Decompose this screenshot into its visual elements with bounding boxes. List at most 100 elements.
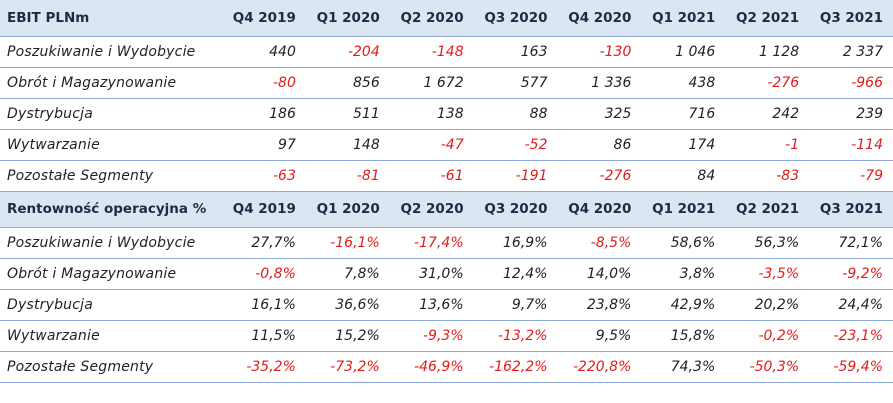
cell-value: 163 [473,36,558,68]
cell-value: -79 [809,160,893,192]
cell-value: -276 [725,67,810,99]
row-label: Wytwarzanie [0,320,222,352]
cell-value: -0,2% [725,320,810,352]
cell-value: 325 [557,98,642,130]
column-header: Q4 2019 [222,0,306,37]
cell-value: -17,4% [389,227,474,259]
cell-value: 86 [557,129,642,161]
cell-value: -80 [222,67,306,99]
column-header: Q4 2019 [222,191,306,228]
cell-value: 16,9% [473,227,558,259]
cell-value: 174 [641,129,726,161]
cell-value: -220,8% [557,351,642,383]
table-row: Poszukiwanie i Wydobycie 27,7% -16,1% -17,4… [0,227,893,259]
row-label: Pozostałe Segmenty [0,160,222,192]
cell-value: -52 [473,129,558,161]
cell-value: -3,5% [725,258,810,290]
ebit-header-row: EBIT PLNm Q4 2019 Q1 2020 Q2 2020 Q3 2020 Q4 … [0,0,893,37]
column-header: Q3 2021 [809,191,893,228]
cell-value: -61 [389,160,474,192]
table-row: Dystrybucja 186 511 138 88 325 716 242 239 [0,98,893,130]
cell-value: -63 [222,160,306,192]
cell-value: -162,2% [473,351,558,383]
column-header: Q2 2021 [725,191,810,228]
column-header: Q3 2020 [473,191,558,228]
cell-value: -35,2% [222,351,306,383]
row-label: Poszukiwanie i Wydobycie [0,36,222,68]
cell-value: 438 [641,67,726,99]
cell-value: 27,7% [222,227,306,259]
cell-value: 12,4% [473,258,558,290]
cell-value: 511 [305,98,390,130]
cell-value: 42,9% [641,289,726,321]
column-header: Q2 2021 [725,0,810,37]
cell-value: -8,5% [557,227,642,259]
cell-value: -59,4% [809,351,893,383]
column-header: Q2 2020 [389,0,474,37]
column-header: Q1 2020 [305,0,390,37]
cell-value: 14,0% [557,258,642,290]
cell-value: -114 [809,129,893,161]
column-header: Q4 2020 [557,0,642,37]
cell-value: 1 336 [557,67,642,99]
table-row: Pozostałe Segmenty -63 -81 -61 -191 -276 84 -83… [0,160,893,192]
table-row: Dystrybucja 16,1% 36,6% 13,6% 9,7% 23,8% 42,9%… [0,289,893,321]
cell-value: -9,3% [389,320,474,352]
cell-value: -966 [809,67,893,99]
cell-value: 84 [641,160,726,192]
cell-value: 36,6% [305,289,390,321]
cell-value: 23,8% [557,289,642,321]
row-label: Wytwarzanie [0,129,222,161]
row-label: Obrót i Magazynowanie [0,67,222,99]
cell-value: 9,5% [557,320,642,352]
table-row: Poszukiwanie i Wydobycie 440 -204 -148 163 -1… [0,36,893,68]
table-row: Wytwarzanie 11,5% 15,2% -9,3% -13,2% 9,5% 15,8… [0,320,893,352]
cell-value: -9,2% [809,258,893,290]
cell-value: 856 [305,67,390,99]
cell-value: 74,3% [641,351,726,383]
cell-value: -13,2% [473,320,558,352]
cell-value: 15,2% [305,320,390,352]
cell-value: 7,8% [305,258,390,290]
cell-value: 239 [809,98,893,130]
cell-value: -276 [557,160,642,192]
table-row: Pozostałe Segmenty -35,2% -73,2% -46,9% -162… [0,351,893,383]
row-label: Dystrybucja [0,289,222,321]
cell-value: 88 [473,98,558,130]
cell-value: 1 046 [641,36,726,68]
cell-value: -130 [557,36,642,68]
table-row: Wytwarzanie 97 148 -47 -52 86 174 -1 -114 [0,129,893,161]
cell-value: 3,8% [641,258,726,290]
cell-value: -23,1% [809,320,893,352]
cell-value: -1 [725,129,810,161]
column-header: Q1 2020 [305,191,390,228]
cell-value: 1 672 [389,67,474,99]
column-header: Q4 2020 [557,191,642,228]
cell-value: -191 [473,160,558,192]
ebit-section-title: EBIT PLNm [0,0,222,37]
cell-value: -81 [305,160,390,192]
cell-value: 148 [305,129,390,161]
cell-value: 56,3% [725,227,810,259]
cell-value: -0,8% [222,258,306,290]
cell-value: -148 [389,36,474,68]
row-label: Obrót i Magazynowanie [0,258,222,290]
cell-value: -46,9% [389,351,474,383]
cell-value: 16,1% [222,289,306,321]
cell-value: 13,6% [389,289,474,321]
margin-section-title: Rentowność operacyjna % [0,191,222,228]
cell-value: 1 128 [725,36,810,68]
cell-value: -73,2% [305,351,390,383]
cell-value: -50,3% [725,351,810,383]
cell-value: 15,8% [641,320,726,352]
cell-value: 242 [725,98,810,130]
cell-value: 440 [222,36,306,68]
segment-results-table: EBIT PLNm Q4 2019 Q1 2020 Q2 2020 Q3 2020 Q4 … [0,0,893,383]
cell-value: 577 [473,67,558,99]
margin-header-row: Rentowność operacyjna % Q4 2019 Q1 2020 Q2 … [0,191,893,228]
cell-value: 58,6% [641,227,726,259]
cell-value: 716 [641,98,726,130]
column-header: Q1 2021 [641,0,726,37]
cell-value: 97 [222,129,306,161]
cell-value: 2 337 [809,36,893,68]
